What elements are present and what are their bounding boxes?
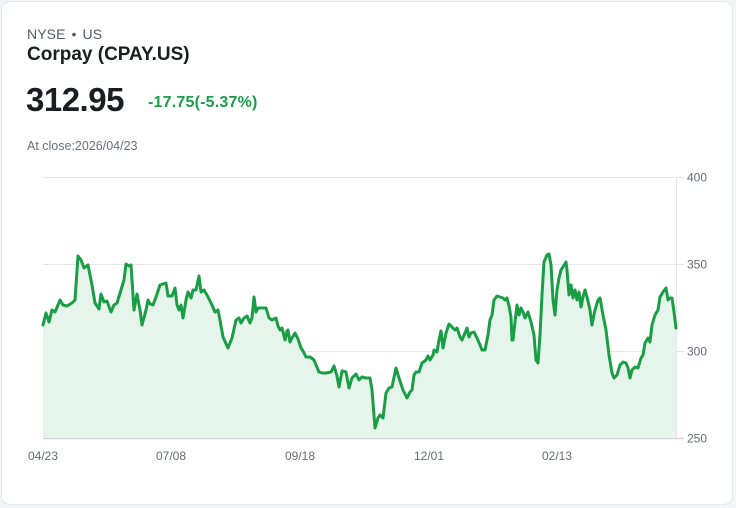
country: US [82, 26, 103, 42]
y-tick-label: 250 [687, 432, 707, 446]
x-tick-label: 04/23 [28, 449, 58, 463]
separator-dot: • [71, 26, 77, 42]
x-axis-labels: 04/23 07/08 09/18 12/01 02/13 [28, 449, 572, 463]
close-timestamp: At close:2026/04/23 [27, 139, 138, 153]
exchange-name: NYSE [27, 26, 66, 42]
y-tick-label: 350 [687, 258, 707, 272]
exchange-line: NYSE • US [27, 26, 102, 42]
y-tick-label: 300 [687, 345, 707, 359]
x-tick-label: 07/08 [156, 449, 186, 463]
stock-title: Corpay (CPAY.US) [27, 44, 190, 65]
price-change: -17.75(-5.37%) [148, 94, 258, 111]
x-tick-label: 09/18 [285, 449, 315, 463]
x-tick-label: 12/01 [414, 449, 444, 463]
price-area-fill [43, 254, 676, 438]
y-tick-label: 400 [687, 171, 707, 185]
y-axis-labels: 400 350 300 250 [687, 171, 707, 446]
price-line [41, 252, 678, 430]
current-price: 312.95 [26, 81, 124, 118]
x-tick-label: 02/13 [542, 449, 572, 463]
